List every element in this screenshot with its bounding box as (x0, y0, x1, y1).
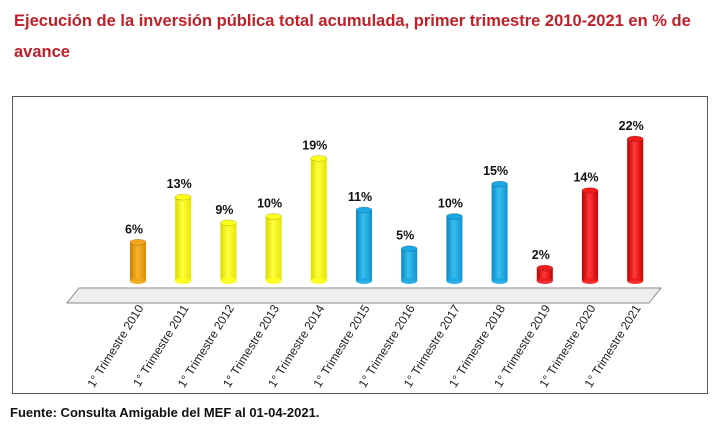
bar (129, 238, 147, 284)
data-label: 10% (257, 196, 282, 210)
data-label: 10% (438, 196, 463, 210)
bar (355, 206, 373, 284)
bar (581, 187, 599, 284)
data-label: 2% (532, 248, 550, 262)
bar-chart: 6% 13% 9% 10% 19% 11% 5% 10% 15% 2% 14% 22% 1° Trim… (65, 119, 663, 390)
bar (265, 213, 282, 284)
bar (174, 193, 192, 284)
data-label: 5% (396, 229, 414, 243)
data-label: 11% (348, 190, 372, 204)
data-label: 15% (483, 164, 508, 178)
bar (220, 219, 237, 284)
chart-frame: 6% 13% 9% 10% 19% 11% 5% 10% 15% 2% 14% 22% 1° Trim… (12, 96, 708, 394)
data-label: 14% (573, 171, 598, 185)
data-label: 9% (215, 203, 233, 217)
bar (536, 264, 554, 284)
chart-floor (65, 287, 663, 304)
bar (446, 213, 463, 284)
data-label: 19% (302, 138, 327, 152)
data-label: 22% (619, 119, 644, 133)
data-label: 6% (125, 222, 143, 236)
bar (310, 155, 328, 284)
bar (491, 180, 508, 284)
data-labels-group: 6% 13% 9% 10% 19% 11% 5% 10% 15% 2% 14% 22% (125, 119, 644, 262)
bars-group (129, 135, 644, 284)
bar (626, 135, 644, 284)
chart-title: Ejecución de la inversión pública total … (14, 12, 691, 61)
bar (400, 245, 418, 284)
data-label: 13% (167, 177, 192, 191)
source-note: Fuente: Consulta Amigable del MEF al 01-… (10, 405, 320, 420)
